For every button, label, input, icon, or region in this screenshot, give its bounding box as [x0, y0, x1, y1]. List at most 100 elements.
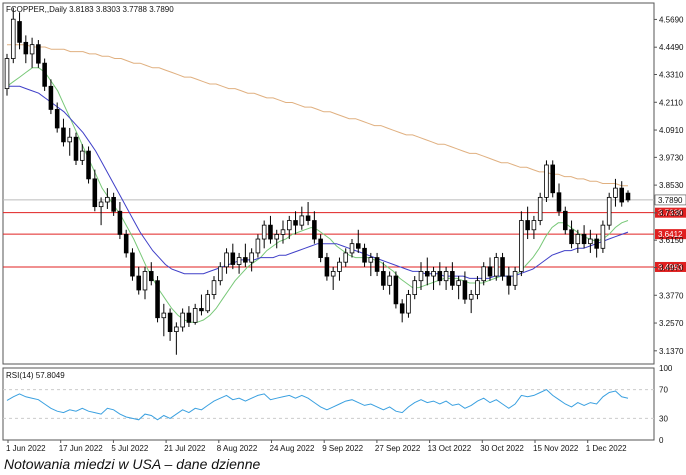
- candle-body: [506, 275, 512, 286]
- candle-body: [512, 271, 518, 286]
- candle-body: [192, 308, 198, 323]
- candle-body: [581, 234, 587, 245]
- rsi-tick-label: 0: [659, 436, 664, 445]
- candle-body: [199, 308, 204, 312]
- candle: [29, 37, 35, 68]
- candle-body: [324, 257, 330, 277]
- candle: [305, 202, 311, 226]
- candle-body: [619, 187, 625, 203]
- candle-body: [343, 252, 349, 263]
- candle-body: [167, 312, 173, 333]
- candle-body: [625, 192, 631, 201]
- candle-body: [280, 229, 286, 235]
- candle: [581, 225, 587, 249]
- candle-body: [261, 224, 267, 240]
- candle-body: [519, 220, 524, 272]
- candle-body: [180, 312, 185, 328]
- candle: [619, 181, 625, 207]
- candle-body: [130, 252, 135, 277]
- candle-body: [462, 280, 468, 300]
- candle: [105, 188, 110, 209]
- candle: [606, 192, 612, 230]
- candle: [381, 262, 386, 290]
- candle: [230, 243, 236, 270]
- candle: [79, 144, 85, 165]
- candle-body: [437, 271, 443, 282]
- candle-body: [23, 41, 29, 55]
- candle-body: [98, 201, 104, 208]
- date-tick-label: 30 Oct 2022: [480, 444, 524, 453]
- candle-body: [594, 238, 599, 249]
- candle-body: [368, 257, 374, 263]
- candle-body: [230, 252, 236, 265]
- price-tick-label: 4.3310: [659, 71, 684, 80]
- candle: [493, 252, 499, 281]
- candle: [406, 289, 411, 318]
- candle-body: [531, 220, 537, 231]
- candle: [92, 169, 98, 212]
- candle: [199, 294, 204, 316]
- date-tick-label: 15 Nov 2022: [533, 444, 579, 453]
- candle-body: [174, 326, 179, 333]
- candle: [399, 299, 405, 323]
- candle-body: [330, 271, 336, 277]
- date-tick-label: 9 Sep 2022: [322, 444, 363, 453]
- candle-body: [92, 178, 98, 208]
- candle: [481, 262, 487, 286]
- candle-body: [399, 303, 405, 314]
- candle-body: [67, 136, 73, 143]
- candle: [286, 215, 292, 240]
- candle: [280, 220, 286, 244]
- level-price-box: [655, 207, 686, 218]
- candle: [475, 276, 480, 300]
- date-tick-label: 1 Dec 2022: [586, 444, 627, 453]
- candle: [537, 192, 543, 226]
- candle-body: [312, 220, 317, 240]
- candle-body: [61, 127, 66, 143]
- candle: [73, 132, 79, 165]
- candle: [205, 289, 211, 314]
- candle-body: [217, 266, 223, 282]
- candle: [519, 211, 524, 277]
- price-tick-label: 4.0910: [659, 126, 684, 135]
- price-tick-label: 3.7330: [659, 209, 684, 218]
- date-tick-label: 17 Jun 2022: [59, 444, 104, 453]
- candle: [123, 229, 129, 258]
- candle-body: [17, 21, 22, 43]
- candle: [512, 266, 518, 290]
- candle: [186, 306, 192, 327]
- candle: [487, 257, 493, 281]
- price-tick-label: 3.6150: [659, 236, 684, 245]
- candle: [98, 197, 104, 226]
- candle: [368, 252, 374, 277]
- candle: [261, 220, 267, 249]
- candle: [437, 262, 443, 286]
- chart-caption: Notowania miedzi w USA – dane dzienne: [4, 456, 261, 472]
- candle: [42, 58, 47, 91]
- candle: [318, 234, 323, 263]
- candle: [349, 239, 355, 258]
- candle-body: [600, 224, 606, 249]
- date-tick-label: 13 Oct 2022: [428, 444, 472, 453]
- candle: [36, 40, 41, 68]
- candle-body: [36, 44, 41, 64]
- candle: [337, 257, 342, 281]
- candle: [48, 79, 54, 115]
- candle-body: [10, 18, 16, 59]
- candle-body: [588, 238, 593, 245]
- symbol-header: FCOPPER,,Daily 3.8183 3.8303 3.7788 3.78…: [6, 5, 174, 14]
- candle-body: [525, 220, 530, 231]
- date-tick-label: 27 Sep 2022: [375, 444, 421, 453]
- candle-body: [293, 220, 298, 226]
- candle: [374, 252, 380, 277]
- candle: [387, 271, 392, 295]
- candle-body: [337, 261, 342, 272]
- candle-body: [393, 275, 399, 305]
- candle: [142, 266, 148, 300]
- candle: [249, 248, 254, 272]
- candle: [130, 248, 135, 281]
- candle: [450, 262, 455, 290]
- candle: [192, 303, 198, 325]
- candle: [613, 178, 618, 207]
- candle: [569, 220, 574, 249]
